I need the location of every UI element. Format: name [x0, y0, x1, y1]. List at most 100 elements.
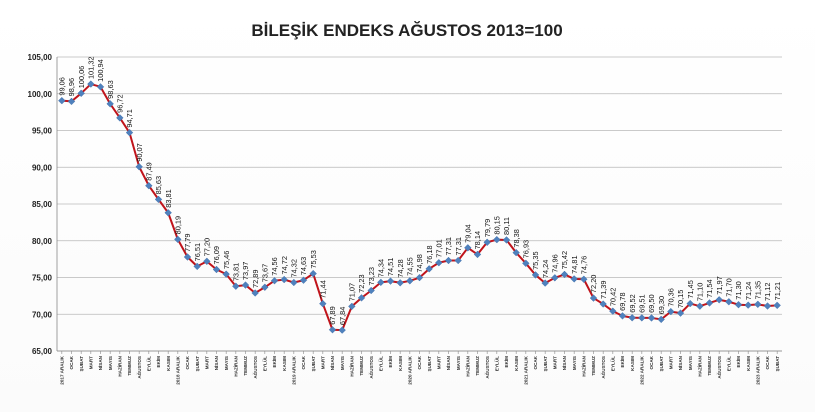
- x-tick-label: HAZİRAN: [580, 355, 586, 376]
- x-tick-label: NİSAN: [445, 355, 451, 370]
- x-tick-label: AĞUSTOS: [599, 356, 606, 379]
- x-tick-label: ŞUBAT: [543, 356, 548, 372]
- y-tick-label: 105,00: [28, 53, 53, 62]
- x-tick-label: ŞUBAT: [427, 356, 432, 372]
- data-label: 75,42: [560, 251, 569, 270]
- data-label: 96,72: [115, 94, 124, 113]
- data-label: 74,56: [270, 257, 279, 276]
- x-tick-label: KASIM: [514, 356, 519, 371]
- x-tick-label: AĞUSTOS: [367, 356, 374, 379]
- data-point: [164, 209, 172, 217]
- data-label: 80,15: [492, 216, 501, 235]
- x-tick-label: MART: [436, 356, 441, 369]
- data-label: 71,44: [318, 280, 327, 299]
- x-tick-label: ŞUBAT: [195, 356, 200, 372]
- data-point: [734, 301, 743, 309]
- data-point: [309, 269, 317, 278]
- data-point: [435, 259, 443, 267]
- data-point: [464, 244, 472, 252]
- data-label: 71,45: [686, 280, 695, 299]
- data-point: [531, 271, 540, 279]
- data-point: [116, 114, 124, 122]
- data-label: 79,04: [463, 224, 472, 243]
- data-point: [415, 273, 424, 282]
- data-point: [251, 289, 259, 297]
- data-point: [425, 265, 433, 273]
- x-tick-label: TEMMUZ: [591, 356, 596, 376]
- data-label: 98,96: [67, 78, 76, 97]
- data-label: 90,07: [135, 143, 144, 162]
- data-label: 74,51: [386, 258, 395, 277]
- x-tick-label: NİSAN: [561, 355, 567, 370]
- x-tick-label: EYLÜL: [261, 356, 267, 371]
- x-tick-label: ŞUBAT: [775, 356, 780, 372]
- data-label: 72,20: [589, 275, 598, 294]
- x-tick-label: TEMMUZ: [127, 356, 132, 376]
- data-point: [493, 235, 501, 244]
- data-label: 67,84: [338, 307, 347, 326]
- chart-title: BİLEŞİK ENDEKS AĞUSTOS 2013=100: [251, 21, 562, 40]
- data-label: 85,63: [154, 176, 163, 195]
- x-tick-label: MAYIS: [456, 356, 461, 370]
- data-label: 73,81: [231, 263, 240, 282]
- data-label: 76,09: [212, 246, 221, 265]
- data-label: 70,42: [608, 288, 617, 307]
- data-point: [667, 307, 675, 316]
- x-tick-label: 2019 ARALIK: [291, 355, 296, 384]
- data-point: [754, 300, 762, 309]
- data-label: 100,94: [96, 59, 105, 82]
- x-tick-label: ŞUBAT: [311, 356, 316, 372]
- data-point: [676, 309, 685, 317]
- x-axis-ticks: 2017 ARALIK OCAK ŞUBAT MART NİSAN MAYIS HAZİRA…: [59, 355, 779, 384]
- x-tick-label: ŞUBAT: [79, 356, 84, 372]
- data-point: [618, 312, 627, 320]
- x-tick-label: MART: [204, 356, 209, 369]
- x-tick-label: HAZİRAN: [464, 355, 470, 376]
- data-label: 74,96: [550, 254, 559, 273]
- y-tick-label: 75,00: [32, 274, 53, 283]
- data-point: [454, 256, 462, 265]
- data-label: 94,71: [125, 109, 134, 128]
- data-point: [338, 326, 346, 334]
- y-tick-label: 90,00: [32, 163, 53, 172]
- data-point: [396, 279, 404, 287]
- data-point: [609, 307, 617, 315]
- data-label: 73,67: [260, 264, 269, 283]
- data-point: [715, 296, 723, 304]
- x-tick-label: KASIM: [746, 356, 751, 371]
- data-label: 77,01: [434, 239, 443, 258]
- data-label: 67,89: [328, 306, 337, 325]
- x-tick-label: AĞUSTOS: [251, 356, 258, 379]
- x-tick-label: MAYIS: [108, 356, 113, 370]
- data-label: 77,31: [444, 237, 453, 256]
- data-point: [357, 294, 366, 302]
- data-label: 71,12: [763, 283, 772, 302]
- data-point: [319, 299, 327, 308]
- data-label: 74,72: [280, 256, 289, 275]
- data-point: [77, 89, 85, 97]
- data-point: [96, 83, 105, 91]
- x-tick-label: TEMMUZ: [243, 356, 248, 376]
- x-tick-label: MAYIS: [688, 356, 693, 370]
- axes: [56, 57, 782, 354]
- data-point: [580, 275, 588, 283]
- data-point: [502, 236, 511, 244]
- y-axis-ticks: 65,00 70,00 75,00 80,00 85,00 90,00 95,00 100,0…: [28, 53, 53, 356]
- data-point: [145, 182, 153, 190]
- data-point: [512, 248, 520, 257]
- data-point: [522, 259, 530, 267]
- x-tick-label: MART: [320, 356, 325, 369]
- x-tick-label: OCAK: [185, 355, 190, 369]
- x-tick-label: OCAK: [69, 355, 74, 369]
- x-tick-label: TEMMUZ: [707, 356, 712, 376]
- data-point: [773, 301, 781, 310]
- data-label: 74,98: [415, 254, 424, 273]
- x-tick-label: KASIM: [398, 356, 403, 371]
- data-label: 83,81: [164, 189, 173, 208]
- data-point: [551, 274, 559, 282]
- data-point: [647, 314, 656, 322]
- data-label: 75,35: [531, 251, 540, 270]
- x-tick-label: AĞUSTOS: [715, 356, 722, 379]
- x-tick-label: MAYIS: [572, 356, 577, 370]
- x-tick-label: TEMMUZ: [359, 356, 364, 376]
